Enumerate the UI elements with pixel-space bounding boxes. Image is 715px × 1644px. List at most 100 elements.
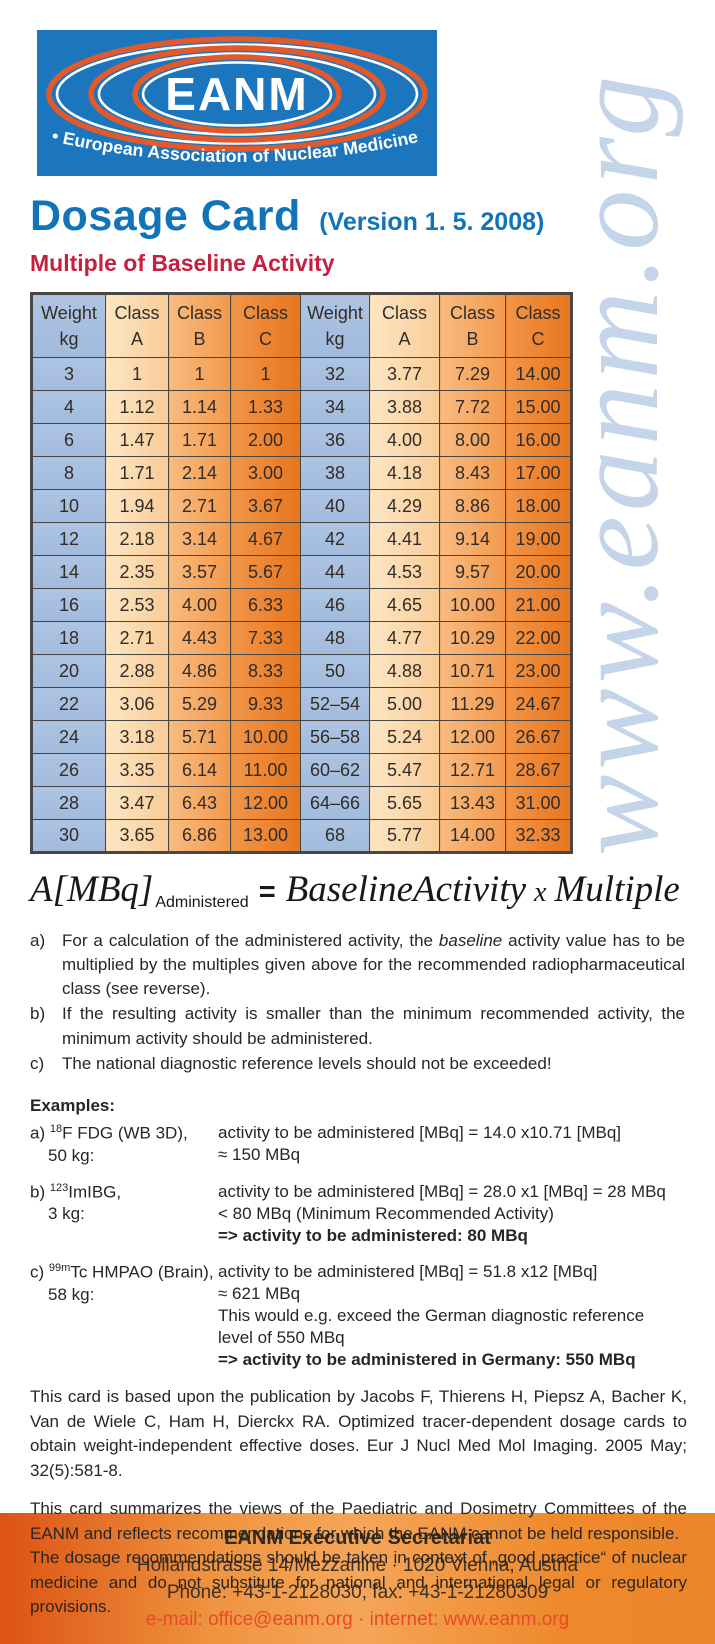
column-header-class-b-left: Class B: [168, 293, 231, 358]
table-cell: 10.00: [439, 588, 506, 622]
example-b: b) 123ImIBG, 3 kg: activity to be admini…: [30, 1181, 687, 1247]
eanm-logo: EANM • European Association of Nuclear M…: [34, 14, 437, 176]
table-cell: 8: [31, 456, 106, 490]
table-cell: 4.41: [369, 522, 440, 556]
table-cell: 30: [31, 819, 106, 853]
dose-formula: A[MBq] Administered = BaselineActivity x …: [30, 868, 715, 911]
table-row: 24 3.18 5.71 10.00 56–58 5.24 12.00 26.67: [31, 720, 572, 754]
table-row: 22 3.06 5.29 9.33 52–54 5.00 11.29 24.67: [31, 687, 572, 721]
isotope-superscript: 99m: [48, 1261, 71, 1274]
note-label: a): [30, 931, 46, 950]
table-cell: 3.14: [168, 522, 231, 556]
table-cell: 8.33: [230, 654, 301, 688]
table-cell: 1.33: [230, 390, 301, 424]
examples-heading: Examples:: [30, 1095, 116, 1115]
table-cell: 4.86: [168, 654, 231, 688]
column-header-weight-right: Weight kg: [300, 293, 370, 358]
table-cell: 16.00: [505, 423, 572, 457]
table-cell: 10: [31, 489, 106, 523]
example-weight: 50 kg:: [48, 1145, 95, 1165]
table-cell: 40: [300, 489, 370, 523]
table-cell: 2.18: [105, 522, 169, 556]
table-cell: 2.35: [105, 555, 169, 589]
citation-paragraph: This card is based upon the publication …: [30, 1387, 687, 1480]
table-cell: 1: [105, 357, 169, 391]
table-cell: 19.00: [505, 522, 572, 556]
table-cell: 3.00: [230, 456, 301, 490]
footer-email: e-mail: office@eanm.org · internet: www.…: [145, 1609, 570, 1630]
table-cell: 1.14: [168, 390, 231, 424]
table-cell: 56–58: [300, 720, 370, 754]
table-cell: 11.29: [439, 687, 506, 721]
table-cell: 5.24: [369, 720, 440, 754]
table-cell: 4.00: [168, 588, 231, 622]
table-cell: 28: [31, 786, 106, 820]
formula-equals: =: [258, 876, 276, 908]
column-header-class-a-left: Class A: [105, 293, 169, 358]
table-cell: 21.00: [505, 588, 572, 622]
note-text: The national diagnostic reference levels…: [62, 1053, 552, 1073]
table-cell: 5.77: [369, 819, 440, 853]
table-cell: 18.00: [505, 489, 572, 523]
note-b: b) If the resulting activity is smaller …: [30, 1002, 685, 1050]
table-cell: 3.47: [105, 786, 169, 820]
note-text: For a calculation of the administered ac…: [62, 931, 685, 999]
eanm-logo-graphic: EANM • European Association of Nuclear M…: [34, 14, 437, 176]
table-cell: 46: [300, 588, 370, 622]
eanm-logo-text: EANM: [165, 68, 308, 120]
table-cell: 24: [31, 720, 106, 754]
table-cell: 6.86: [168, 819, 231, 853]
table-cell: 12.71: [439, 753, 506, 787]
table-cell: 13.00: [230, 819, 301, 853]
note-label: b): [30, 1004, 46, 1024]
table-cell: 3.67: [230, 489, 301, 523]
table-cell: 8.43: [439, 456, 506, 490]
dose-table-body: 3 1 1 1 32 3.77 7.29 14.00 4 1.12 1.14 1.33 34 3.88 7.…: [31, 357, 572, 853]
table-cell: 4.00: [369, 423, 440, 457]
table-cell: 22: [31, 687, 106, 721]
example-detail: activity to be administered [MBq] = 51.8…: [218, 1261, 645, 1370]
column-header-class-c-left: Class C: [230, 293, 301, 358]
page-title-row: Dosage Card (Version 1. 5. 2008): [30, 192, 715, 241]
table-cell: 5.00: [369, 687, 440, 721]
table-cell: 4.53: [369, 555, 440, 589]
footer-phone: Phone: +43-1-2128030, fax: +43-1-2128030…: [166, 1582, 549, 1603]
table-cell: 64–66: [300, 786, 370, 820]
table-row: 28 3.47 6.43 12.00 64–66 5.65 13.43 31.00: [31, 786, 572, 820]
table-cell: 9.57: [439, 555, 506, 589]
table-cell: 18: [31, 621, 106, 655]
table-cell: 8.86: [439, 489, 506, 523]
table-cell: 5.29: [168, 687, 231, 721]
example-c: c) 99mTc HMPAO (Brain), 58 kg: activity …: [30, 1261, 687, 1371]
table-row: 6 1.47 1.71 2.00 36 4.00 8.00 16.00: [31, 423, 572, 457]
table-cell: 4.88: [369, 654, 440, 688]
table-cell: 2.14: [168, 456, 231, 490]
table-cell: 5.71: [168, 720, 231, 754]
column-header-class-c-right: Class C: [505, 293, 572, 358]
table-cell: 42: [300, 522, 370, 556]
table-cell: 8.00: [439, 423, 506, 457]
note-text: If the resulting activity is smaller tha…: [62, 1004, 685, 1048]
formula-baseline-activity: BaselineActivity: [285, 869, 527, 910]
table-cell: 5.65: [369, 786, 440, 820]
table-cell: 38: [300, 456, 370, 490]
table-cell: 23.00: [505, 654, 572, 688]
note-label: c): [30, 1053, 45, 1073]
table-cell: 14.00: [505, 357, 572, 391]
table-row: 20 2.88 4.86 8.33 50 4.88 10.71 23.00: [31, 654, 572, 688]
table-cell: 6.43: [168, 786, 231, 820]
table-cell: 48: [300, 621, 370, 655]
table-cell: 4.29: [369, 489, 440, 523]
table-header-row: Weight kg Class A Class B Class C Weight kg C…: [31, 293, 572, 358]
table-cell: 4.67: [230, 522, 301, 556]
table-cell: 44: [300, 555, 370, 589]
table-cell: 9.33: [230, 687, 301, 721]
table-row: 3 1 1 1 32 3.77 7.29 14.00: [31, 357, 572, 391]
table-row: 12 2.18 3.14 4.67 42 4.41 9.14 19.00: [31, 522, 572, 556]
table-row: 14 2.35 3.57 5.67 44 4.53 9.57 20.00: [31, 555, 572, 589]
usage-notes: a) For a calculation of the administered…: [30, 929, 685, 1076]
table-cell: 36: [300, 423, 370, 457]
disclaimer-paragraph: This card summarizes the views of the Pa…: [30, 1499, 687, 1543]
table-cell: 12: [31, 522, 106, 556]
table-cell: 3.65: [105, 819, 169, 853]
